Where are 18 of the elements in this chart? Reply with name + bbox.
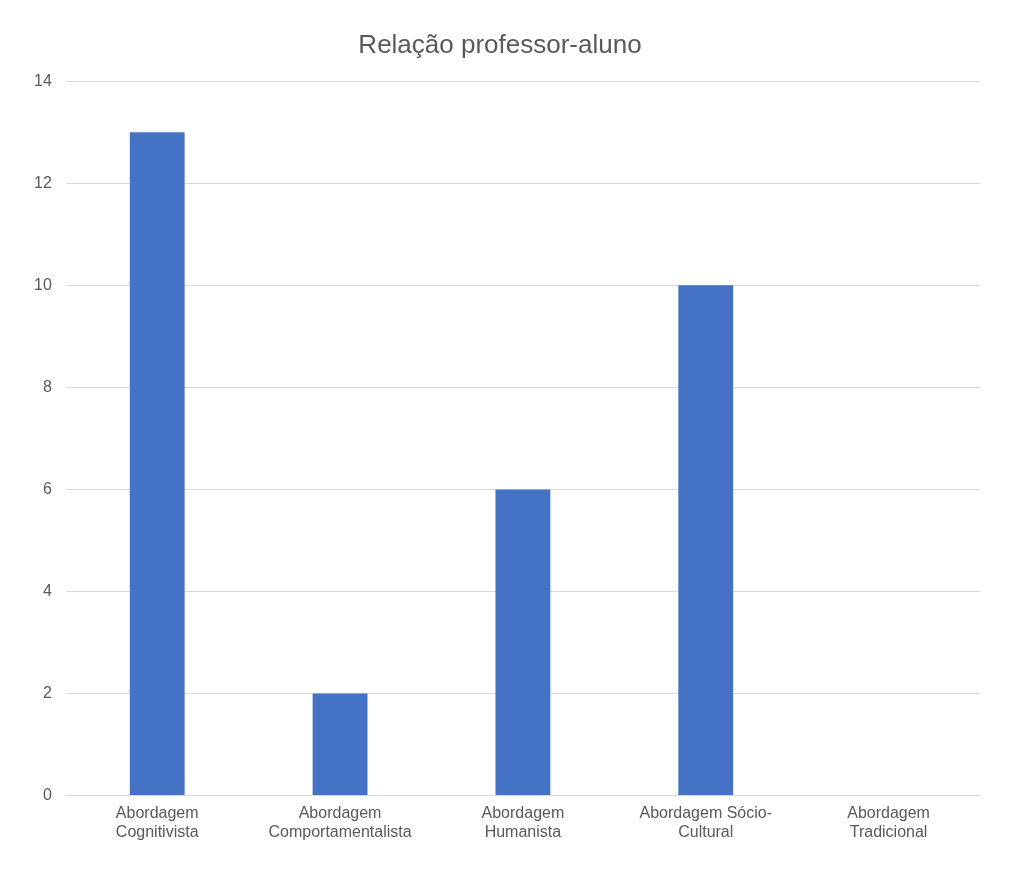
- y-tick-label: 2: [42, 683, 52, 701]
- x-tick-label: Abordagem Tradicional: [847, 803, 930, 840]
- chart-title: Relação professor-aluno: [358, 28, 642, 59]
- y-tick-label: 8: [42, 377, 52, 395]
- x-tick-label: Abordagem Cognitivista: [115, 803, 199, 840]
- x-tick-label: Abordagem Sócio-Cultural: [639, 803, 772, 840]
- bar: [495, 489, 551, 796]
- y-tick-label: 6: [42, 479, 52, 497]
- y-tick-label: 4: [42, 581, 52, 599]
- y-tick-label: 0: [42, 786, 52, 804]
- y-tick-label: 12: [34, 173, 52, 191]
- y-tick-label: 10: [34, 275, 52, 293]
- x-tick-label: Abordagem Comportamentalista: [268, 803, 412, 840]
- y-tick-label: 14: [34, 71, 52, 89]
- bar: [678, 285, 734, 796]
- bar: [129, 132, 185, 796]
- x-tick-label: Abordagem Humanista: [481, 803, 565, 840]
- bar: [312, 693, 368, 796]
